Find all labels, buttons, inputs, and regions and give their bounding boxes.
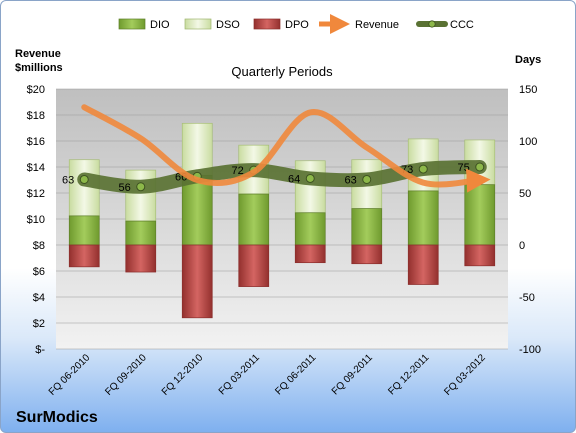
x-tick-label: FQ 03-2011 <box>217 352 262 397</box>
dpo-bar <box>407 244 439 285</box>
left-tick-label: $12 <box>27 188 45 200</box>
dio-bar <box>68 215 100 246</box>
legend-item-ccc: CCC <box>416 19 474 31</box>
ccc-marker <box>362 174 372 184</box>
ccc-marker <box>305 173 315 183</box>
legend-item-dio: DIO <box>118 18 170 31</box>
dpo-bar <box>125 244 157 273</box>
dio-bar <box>464 184 496 246</box>
dio-bar <box>407 190 439 246</box>
ccc-marker <box>136 182 146 192</box>
right-axis-label: Days <box>515 54 541 66</box>
dio-bar <box>238 193 270 246</box>
left-tick-label: $2 <box>33 318 45 330</box>
x-tick-label: FQ 09-2010 <box>103 352 149 398</box>
dio-bar <box>351 208 383 246</box>
left-tick-label: $4 <box>33 292 45 304</box>
legend-label-revenue: Revenue <box>355 19 399 31</box>
dpo-bar <box>294 244 326 264</box>
dio-bar <box>181 174 213 246</box>
ccc-value-label: 63 <box>345 174 357 186</box>
ccc-marker <box>79 174 89 184</box>
x-tick-label: FQ 06-2010 <box>47 352 93 398</box>
ccc-marker <box>418 164 428 174</box>
legend-label-ccc: CCC <box>450 19 474 31</box>
bars <box>68 122 496 319</box>
legend-item-revenue: Revenue <box>319 14 399 34</box>
legend-swatch-dpo <box>253 18 281 30</box>
left-tick-label: $- <box>35 344 45 356</box>
left-axis-label-line1: Revenue <box>15 48 61 60</box>
ccc-marker <box>475 162 485 172</box>
left-tick-label: $10 <box>27 214 45 226</box>
right-tick-label: -50 <box>519 292 535 304</box>
ccc-value-label: 75 <box>458 162 470 174</box>
legend: DIO DSO DPO Revenue CCC <box>118 14 474 34</box>
left-axis-label-line2: $millions <box>15 62 63 74</box>
dio-bar <box>294 212 326 246</box>
legend-label-dpo: DPO <box>285 19 309 31</box>
legend-swatch-dio <box>118 18 146 30</box>
right-tick-label: -100 <box>519 344 541 356</box>
ccc-value-label: 56 <box>119 182 131 194</box>
legend-item-dso: DSO <box>184 18 240 31</box>
left-tick-label: $20 <box>27 84 45 96</box>
left-tick-label: $14 <box>27 162 45 174</box>
dpo-bar <box>351 244 383 265</box>
left-tick-label: $6 <box>33 266 45 278</box>
revenue-series <box>81 104 491 193</box>
dso-bar <box>125 169 157 222</box>
company-name: SurModics <box>16 409 98 426</box>
dpo-bar <box>181 244 213 319</box>
right-tick-label: 50 <box>519 188 531 200</box>
revenue-line <box>81 104 491 193</box>
x-tick-label: FQ 09-2011 <box>330 352 375 397</box>
chart-title: Quarterly Periods <box>231 64 333 79</box>
dio-bar <box>125 220 157 246</box>
x-tick-label: FQ 12-2010 <box>160 352 206 398</box>
left-tick-label: $8 <box>33 240 45 252</box>
x-tick-label: FQ 12-2011 <box>386 352 431 397</box>
ccc-value-label: 63 <box>62 174 74 186</box>
legend-swatch-dso <box>184 18 212 30</box>
right-tick-label: 100 <box>519 136 537 148</box>
right-tick-label: 150 <box>519 84 537 96</box>
dpo-bar <box>238 244 270 287</box>
dpo-bar <box>68 244 100 268</box>
legend-label-dio: DIO <box>150 19 170 31</box>
left-tick-label: $18 <box>27 110 45 122</box>
ccc-line <box>77 160 487 194</box>
legend-item-dpo: DPO <box>253 18 309 31</box>
right-tick-label: 0 <box>519 240 525 252</box>
x-tick-label: FQ 06-2011 <box>273 352 318 397</box>
legend-marker-ccc <box>428 20 436 28</box>
left-tick-label: $16 <box>27 136 45 148</box>
ccc-value-label: 64 <box>288 173 300 185</box>
dpo-bar <box>464 244 496 267</box>
legend-label-dso: DSO <box>216 19 240 31</box>
x-tick-label: FQ 03-2012 <box>442 352 488 398</box>
ccc-value-label: 72 <box>232 165 244 177</box>
dso-bar <box>181 122 213 176</box>
dso-bar <box>294 160 326 214</box>
